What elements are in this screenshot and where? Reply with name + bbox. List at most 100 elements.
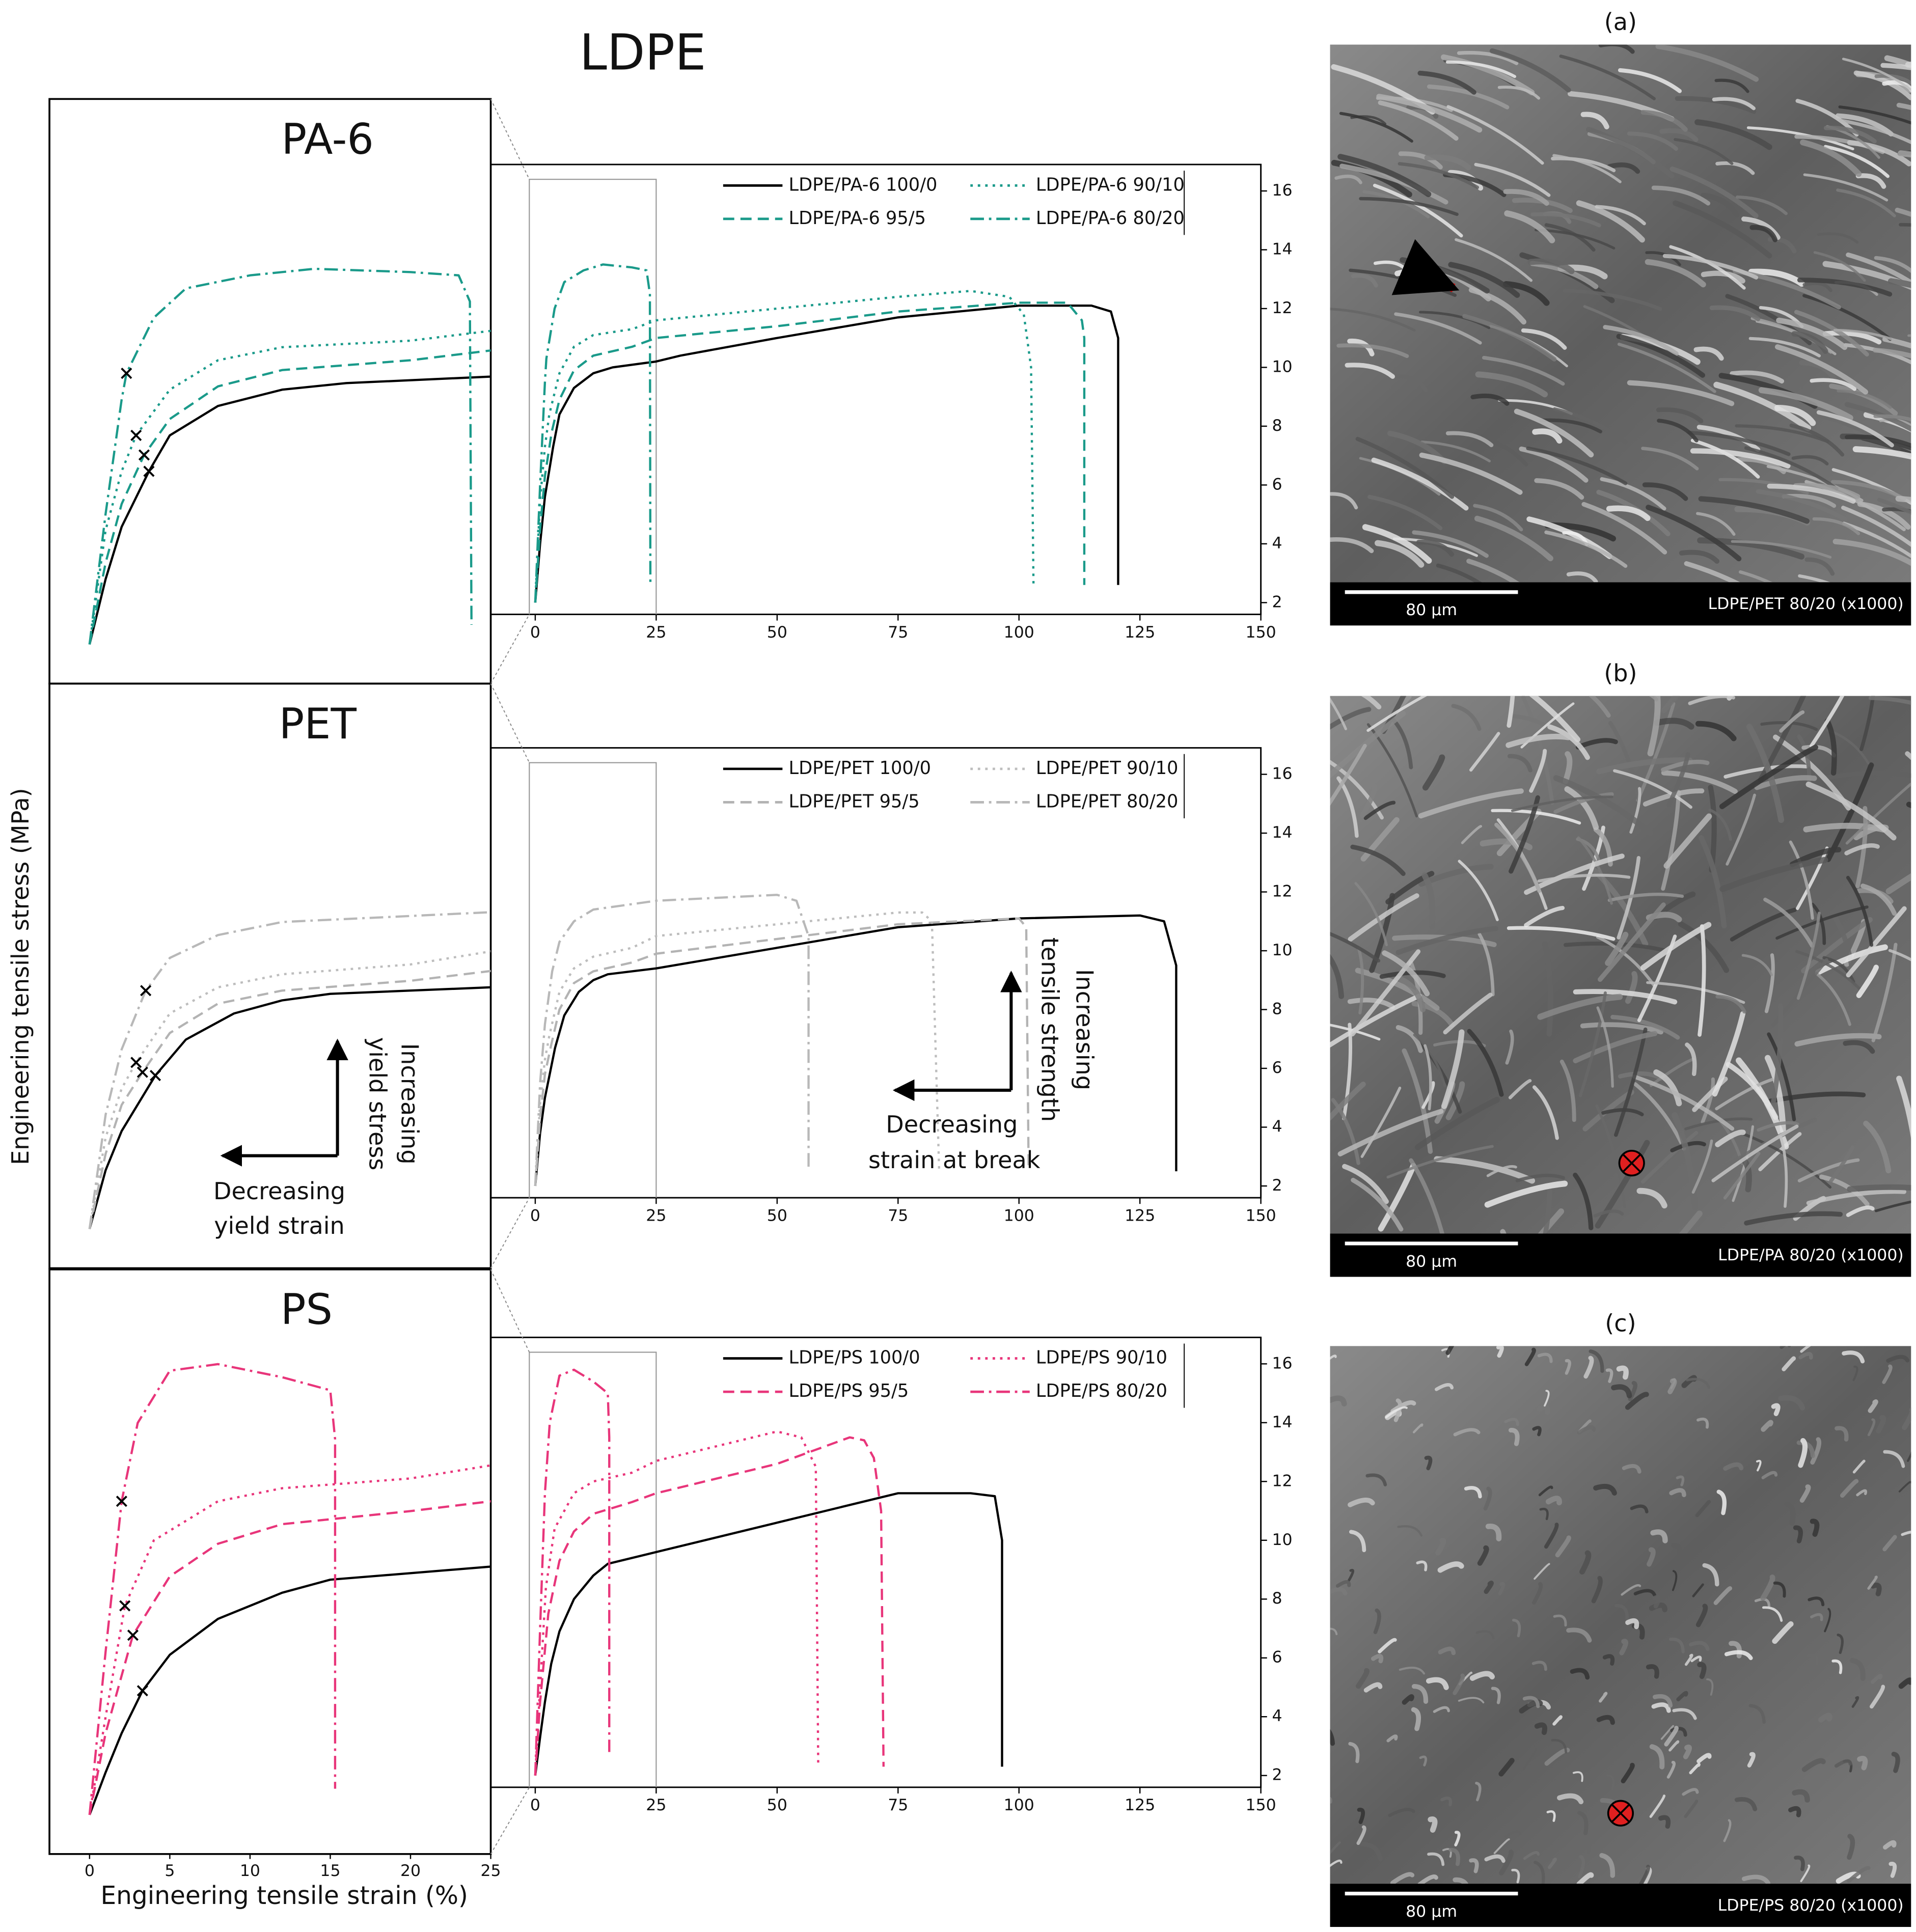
y-tick-label: 8 — [1272, 1589, 1282, 1608]
yield-point — [136, 1685, 148, 1697]
y-axis-label: Engineering tensile stress (MPa) — [7, 788, 34, 1165]
x-tick-label: 0 — [530, 623, 540, 642]
red-marker-cross — [1622, 1153, 1641, 1173]
legend-label: LDPE/PA-6 80/20 — [1036, 208, 1185, 229]
micrograph-texture — [1330, 1346, 1911, 1884]
legend-label: LDPE/PET 80/20 — [1036, 791, 1179, 812]
plot-frame — [490, 163, 1262, 615]
inset-series-line — [88, 1464, 491, 1815]
y-tick-label: 12 — [1272, 882, 1292, 901]
inset-series-line — [88, 1500, 491, 1815]
x-tick-label: 75 — [888, 623, 908, 642]
series-line — [534, 1368, 611, 1776]
connector — [490, 614, 530, 684]
x-tick-label: 75 — [888, 1796, 908, 1814]
annotation: strain at break — [868, 1146, 1041, 1174]
plot-frame — [490, 747, 1262, 1199]
legend-label: LDPE/PS 80/20 — [1036, 1381, 1167, 1401]
x-tick-label: 150 — [1246, 1796, 1276, 1814]
legend-label: LDPE/PET 95/5 — [788, 791, 919, 812]
y-tick-label: 14 — [1272, 240, 1292, 258]
zoom-region — [529, 762, 657, 1198]
x-tick-label: 100 — [1004, 623, 1034, 642]
zoom-box — [529, 1351, 657, 1787]
y-tick-label: 10 — [1272, 357, 1292, 376]
y-tick-label: 14 — [1272, 823, 1292, 842]
y-tick-label: 14 — [1272, 1413, 1292, 1431]
yield-point — [119, 1600, 131, 1612]
yield-point — [116, 1496, 127, 1507]
series-line — [534, 1436, 885, 1776]
zoom-box — [529, 762, 657, 1198]
y-tick-label: 12 — [1272, 299, 1292, 317]
annotation: yield strain — [214, 1212, 345, 1239]
micrograph-texture — [1330, 696, 1911, 1234]
x-tick-label: 100 — [1004, 1796, 1034, 1814]
series-line — [534, 1430, 819, 1776]
yield-point — [138, 449, 150, 461]
series-line — [534, 1492, 1003, 1776]
inset-series-line — [88, 267, 473, 645]
legend-label: LDPE/PET 100/0 — [788, 758, 931, 779]
legend-label: LDPE/PET 90/10 — [1036, 758, 1179, 779]
yield-point — [143, 465, 155, 477]
inset-series-line — [88, 1565, 491, 1815]
scale-bar-label: 80 μm — [1406, 1902, 1457, 1921]
annotation: Increasing — [396, 1043, 423, 1165]
y-tick-label: 4 — [1272, 534, 1282, 553]
plot-area — [534, 1368, 1003, 1776]
inset-title: PS — [281, 1285, 333, 1334]
x-tick-label: 25 — [646, 1206, 666, 1225]
y-tick-label: 2 — [1272, 593, 1282, 611]
scale-bar-strip — [1330, 1884, 1911, 1927]
y-tick-label: 16 — [1272, 765, 1292, 783]
y-tick-label: 16 — [1272, 181, 1292, 200]
y-tick-label: 6 — [1272, 1648, 1282, 1667]
x-tick-label: 50 — [767, 623, 787, 642]
scale-bar-strip — [1330, 582, 1911, 626]
figure-title: LDPE — [580, 23, 706, 81]
x-tick-label: 125 — [1125, 623, 1155, 642]
inset-x-tick-label: 25 — [480, 1862, 501, 1880]
series-line — [534, 917, 1030, 1186]
connector — [490, 98, 530, 180]
yield-point — [136, 1066, 148, 1078]
annotation: yield stress — [364, 1037, 391, 1171]
inset-series-line — [88, 911, 491, 1229]
annotation: Decreasing — [886, 1111, 1018, 1138]
micrograph-caption: LDPE/PS 80/20 (x1000) — [1718, 1896, 1904, 1915]
yield-point — [149, 1069, 161, 1082]
micrograph-caption: LDPE/PA 80/20 (x1000) — [1718, 1246, 1904, 1264]
series-line — [534, 301, 1086, 603]
yield-point — [140, 985, 152, 997]
y-tick-label: 4 — [1272, 1707, 1282, 1725]
yield-point — [130, 429, 142, 441]
x-tick-label: 100 — [1004, 1206, 1034, 1225]
scale-bar-label: 80 μm — [1406, 1252, 1457, 1271]
connector — [490, 1197, 530, 1268]
legend-label: LDPE/PS 95/5 — [788, 1381, 909, 1401]
y-tick-label: 8 — [1272, 417, 1282, 435]
y-tick-label: 6 — [1272, 475, 1282, 493]
legend-label: LDPE/PS 90/10 — [1036, 1347, 1167, 1368]
red-marker-cross — [1611, 1804, 1630, 1823]
connector — [490, 1269, 530, 1353]
connector — [490, 683, 530, 763]
series-line — [534, 290, 1035, 603]
legend-label: LDPE/PA-6 90/10 — [1036, 174, 1185, 195]
x-tick-label: 25 — [646, 623, 666, 642]
yield-point — [121, 368, 132, 379]
y-tick-label: 8 — [1272, 1000, 1282, 1018]
y-tick-label: 4 — [1272, 1117, 1282, 1136]
yield-point — [130, 1057, 142, 1068]
x-tick-label: 125 — [1125, 1206, 1155, 1225]
annotation: tensile strength — [1036, 937, 1064, 1122]
legend-label: LDPE/PA-6 95/5 — [788, 208, 926, 229]
panel-label: (b) — [1604, 659, 1637, 687]
inset-area — [88, 1363, 491, 1815]
plot-area — [534, 263, 1119, 603]
inset-x-tick-label: 0 — [85, 1862, 95, 1880]
inset-frame — [48, 98, 492, 685]
